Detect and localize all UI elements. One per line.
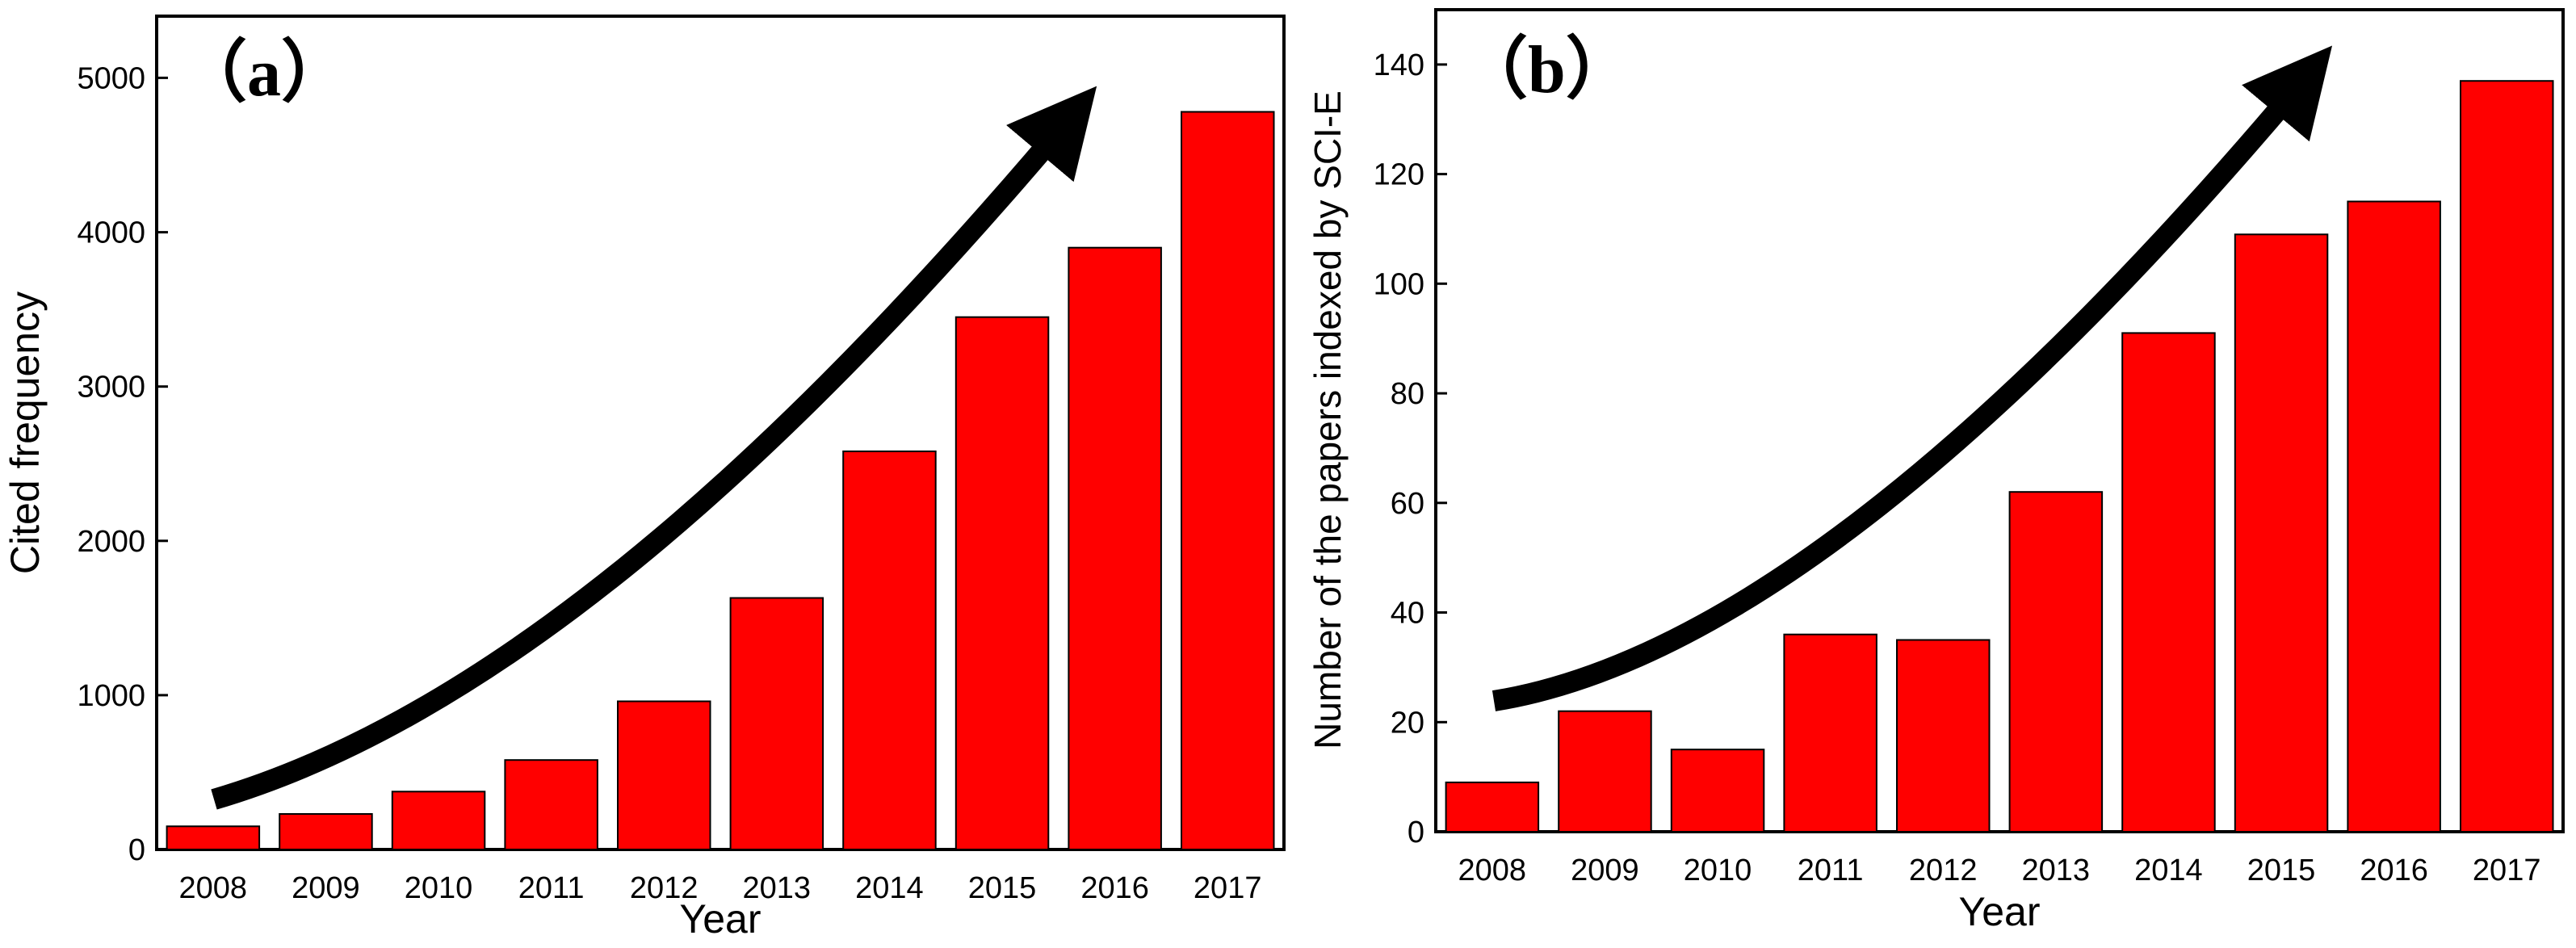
bar-2015 [954,316,1050,850]
panel-a-bars [166,111,1275,851]
y-tick-label: 2000 [77,525,145,559]
x-tick-label: 2012 [630,871,699,905]
bar-2017 [2460,80,2554,833]
y-tick-label: 4000 [77,216,145,250]
panel-b-plot-frame [1434,8,2565,833]
bar-2016 [2347,200,2441,833]
panel-a-y-axis: 0 1000 2000 3000 4000 5000 [77,61,168,867]
x-tick-label: 2016 [1080,871,1149,905]
y-tick-label: 100 [1374,267,1424,301]
x-tick-label: 2009 [1571,854,1639,887]
y-tick-label: 60 [1391,487,1424,521]
bar-2011 [1783,633,1877,833]
x-tick-label: 2010 [405,871,473,905]
bar-2013 [729,597,824,850]
panel-b-trend-arrow [1491,45,2333,711]
x-tick-label: 2008 [179,871,248,905]
x-tick-label: 2014 [2134,854,2203,887]
y-tick-label: 0 [1408,816,1424,849]
bar-2017 [1181,111,1275,850]
panel-b-y-axis-title: Number of the papers indexed by SCI-E [1307,90,1349,749]
bar-2009 [279,813,373,850]
bar-2010 [391,791,486,850]
panel-b-x-axis: 2008 2009 2010 2011 2012 2013 2014 2015 2016 2017 [1458,854,2541,887]
x-tick-label: 2011 [1798,854,1864,887]
x-tick-label: 2014 [855,871,924,905]
bar-2014 [842,450,937,851]
panel-a-trend-arrow [211,86,1097,810]
panel-a-label: （a） [179,36,349,111]
x-tick-label: 2009 [292,871,360,905]
bar-2016 [1068,246,1162,850]
panel-a-plot-frame [155,15,1286,851]
y-tick-label: 140 [1374,48,1424,82]
x-tick-label: 2010 [1684,854,1752,887]
panel-a-x-axis-title: Year [679,896,761,942]
x-tick-label: 2015 [968,871,1037,905]
y-tick-label: 5000 [77,61,145,95]
y-tick-label: 120 [1374,158,1424,192]
panel-b-x-axis-title: Year [1958,889,2040,934]
bar-2011 [504,759,598,851]
x-tick-label: 2017 [1194,871,1262,905]
x-tick-label: 2015 [2247,854,2316,887]
bar-2014 [2121,332,2216,833]
panel-a-y-axis-title: Cited frequency [2,292,48,574]
y-tick-label: 1000 [77,679,145,713]
x-tick-label: 2008 [1458,854,1527,887]
bar-2010 [1670,749,1765,833]
x-tick-label: 2017 [2473,854,2541,887]
bar-2009 [1558,710,1652,833]
y-tick-label: 20 [1391,706,1424,740]
bar-2012 [1896,639,1991,833]
panel-a-x-axis: 2008 2009 2010 2011 2012 2013 2014 2015 2016 2017 [179,871,1262,905]
bar-2008 [166,825,261,850]
y-tick-label: 0 [128,833,145,867]
x-tick-label: 2013 [2022,854,2091,887]
y-tick-label: 3000 [77,371,145,405]
y-tick-label: 80 [1391,377,1424,411]
x-tick-label: 2012 [1909,854,1978,887]
bar-2012 [617,700,711,850]
x-tick-label: 2016 [2360,854,2428,887]
panel-b-bars [1445,80,2554,833]
x-tick-label: 2013 [743,871,812,905]
x-tick-label: 2011 [518,871,585,905]
bar-2013 [2008,491,2104,833]
panel-b-label: （b） [1460,32,1634,107]
y-tick-label: 40 [1391,597,1424,631]
panel-b-y-axis: 0 20 40 60 80 100 120 140 [1374,48,1447,849]
bar-2015 [2234,233,2329,833]
bar-2008 [1445,781,1540,833]
